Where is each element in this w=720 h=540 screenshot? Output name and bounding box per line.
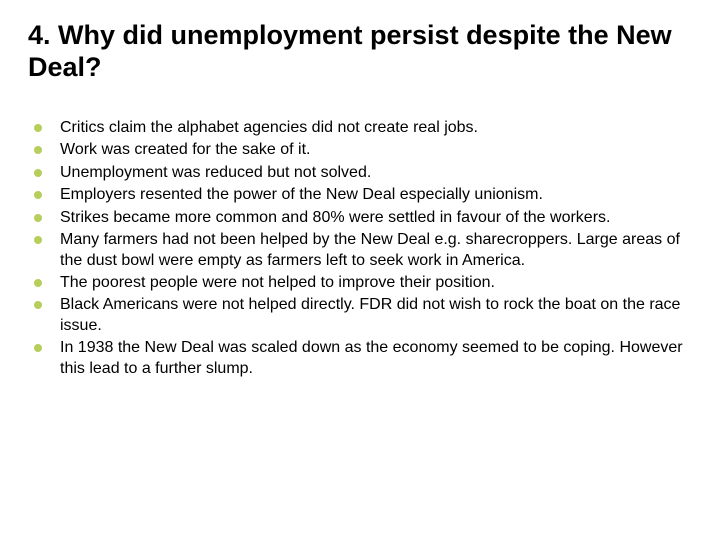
bullet-icon [34, 124, 42, 132]
bullet-text: Unemployment was reduced but not solved. [60, 163, 684, 183]
list-item: In 1938 the New Deal was scaled down as … [34, 338, 684, 379]
list-item: The poorest people were not helped to im… [34, 273, 684, 293]
bullet-text: Work was created for the sake of it. [60, 140, 684, 160]
slide-title: 4. Why did unemployment persist despite … [28, 20, 684, 84]
bullet-icon [34, 236, 42, 244]
bullet-text: Many farmers had not been helped by the … [60, 230, 684, 271]
bullet-icon [34, 169, 42, 177]
bullet-list: Critics claim the alphabet agencies did … [28, 118, 684, 380]
bullet-text: Employers resented the power of the New … [60, 185, 684, 205]
bullet-icon [34, 191, 42, 199]
list-item: Work was created for the sake of it. [34, 140, 684, 160]
list-item: Employers resented the power of the New … [34, 185, 684, 205]
bullet-text: In 1938 the New Deal was scaled down as … [60, 338, 684, 379]
bullet-icon [34, 301, 42, 309]
list-item: Many farmers had not been helped by the … [34, 230, 684, 271]
bullet-text: Black Americans were not helped directly… [60, 295, 684, 336]
bullet-text: Strikes became more common and 80% were … [60, 208, 684, 228]
slide: 4. Why did unemployment persist despite … [0, 0, 720, 540]
list-item: Strikes became more common and 80% were … [34, 208, 684, 228]
list-item: Critics claim the alphabet agencies did … [34, 118, 684, 138]
bullet-text: Critics claim the alphabet agencies did … [60, 118, 684, 138]
bullet-text: The poorest people were not helped to im… [60, 273, 684, 293]
list-item: Unemployment was reduced but not solved. [34, 163, 684, 183]
list-item: Black Americans were not helped directly… [34, 295, 684, 336]
bullet-icon [34, 146, 42, 154]
bullet-icon [34, 279, 42, 287]
bullet-icon [34, 214, 42, 222]
bullet-icon [34, 344, 42, 352]
